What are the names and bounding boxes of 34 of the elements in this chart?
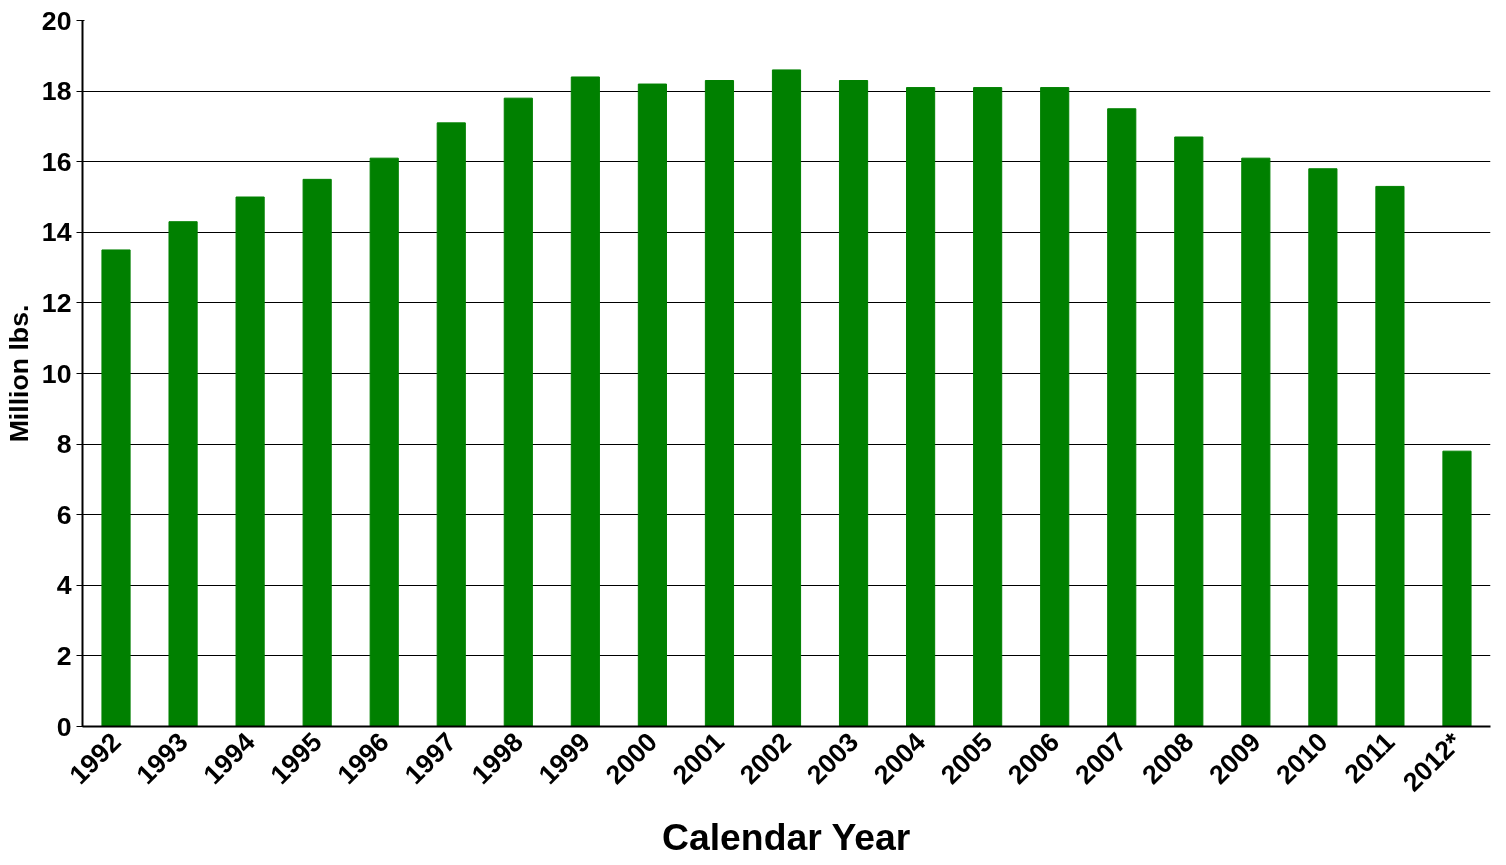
y-tick-label: 4: [56, 570, 72, 601]
bar: [1174, 136, 1204, 727]
bar: [1442, 450, 1472, 727]
bar: [906, 87, 936, 727]
y-tick-label: 2: [56, 640, 72, 671]
bar: [302, 178, 332, 727]
bar: [973, 87, 1003, 727]
bar: [1107, 108, 1137, 727]
bar: [503, 97, 533, 727]
y-tick-label: 20: [41, 5, 72, 36]
y-tick-label: 12: [41, 287, 72, 318]
bar: [436, 122, 466, 727]
bar: [637, 83, 667, 727]
bar: [771, 69, 802, 727]
bar: [1375, 185, 1405, 727]
y-tick-label: 18: [41, 76, 72, 107]
y-tick-label: 10: [41, 358, 72, 389]
bar: [1241, 157, 1271, 727]
y-tick-label: 14: [41, 217, 72, 248]
bar: [704, 80, 735, 727]
bar: [235, 196, 265, 727]
y-tick-label: 0: [56, 711, 72, 742]
bar: [168, 221, 198, 727]
bar: [570, 76, 600, 727]
bar: [1308, 168, 1338, 727]
y-tick-label: 16: [41, 146, 72, 177]
bar: [101, 249, 131, 727]
bar: [369, 157, 399, 727]
y-tick-label: 8: [56, 429, 72, 460]
x-axis-title: Calendar Year: [662, 815, 911, 858]
bar: [1040, 87, 1070, 727]
bar: [838, 80, 869, 727]
y-tick-label: 6: [56, 499, 72, 530]
y-axis-title: Million lbs.: [3, 304, 34, 443]
